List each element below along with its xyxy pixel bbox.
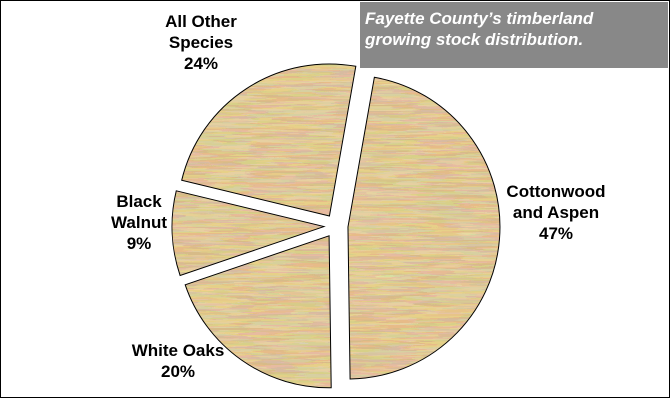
slice-label-all-other-species: All Other Species 24%: [146, 11, 256, 74]
slice-value-all-other-species: 24%: [183, 54, 219, 73]
slice-label-line: All Other: [165, 12, 237, 31]
chart-title-line-2: growing stock distribution.: [365, 30, 584, 49]
chart-title-line-1: Fayette County’s timberland: [365, 9, 594, 28]
slice-label-line: Black: [116, 192, 162, 211]
slice-label-line: Walnut: [110, 213, 168, 232]
slice-label-white-oaks: White Oaks 20%: [123, 340, 233, 382]
slice-label-black-walnut: Black Walnut 9%: [99, 191, 179, 254]
slice-label-line: Cottonwood: [506, 182, 606, 201]
slice-value-white-oaks: 20%: [160, 362, 196, 381]
slice-label-line: Species: [168, 33, 234, 52]
pie-slice-black-walnut: [171, 190, 326, 277]
chart-title: Fayette County’s timberland growing stoc…: [360, 2, 668, 68]
pie-slice-all-other-species: [181, 63, 357, 217]
pie-slice-cottonwood-aspen: [347, 76, 501, 380]
slice-label-cottonwood-aspen: Cottonwood and Aspen 47%: [501, 181, 611, 244]
slice-label-line: and Aspen: [512, 203, 600, 222]
pie-slice-white-oaks: [184, 235, 332, 389]
slice-value-black-walnut: 9%: [126, 234, 152, 253]
slice-value-cottonwood-aspen: 47%: [538, 224, 574, 243]
slice-label-line: White Oaks: [131, 341, 225, 360]
